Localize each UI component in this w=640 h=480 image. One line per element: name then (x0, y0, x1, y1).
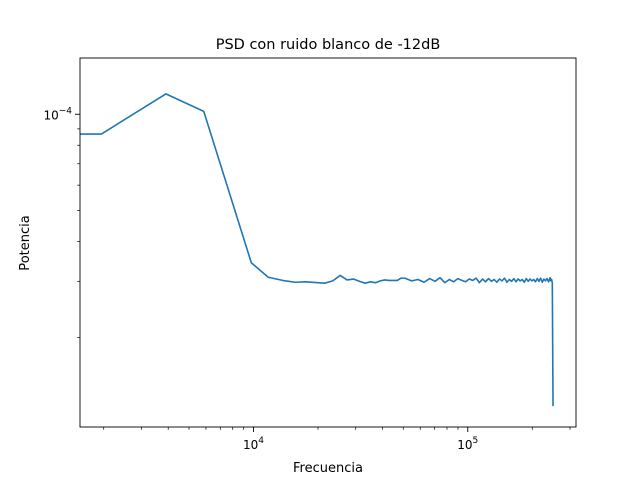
y-tick-label: 10−4 (43, 106, 72, 122)
y-tick-label-exponent: −4 (59, 106, 73, 116)
axes-frame (79, 57, 577, 428)
x-tick-label-base: 10 (457, 438, 472, 452)
x-axis-label: Frecuencia (293, 461, 363, 476)
x-tick-label-exponent: 5 (473, 436, 479, 446)
psd-series-line (80, 93, 554, 407)
y-axis-label: Potencia (18, 215, 33, 270)
x-tick-label-base: 10 (243, 438, 258, 452)
series-layer (80, 93, 554, 407)
x-tick-label: 105 (457, 436, 478, 452)
x-tick-label: 104 (243, 436, 264, 452)
x-tick-label-exponent: 4 (258, 436, 264, 446)
chart-title: PSD con ruido blanco de -12dB (216, 37, 441, 53)
y-tick-label-base: 10 (43, 108, 58, 122)
